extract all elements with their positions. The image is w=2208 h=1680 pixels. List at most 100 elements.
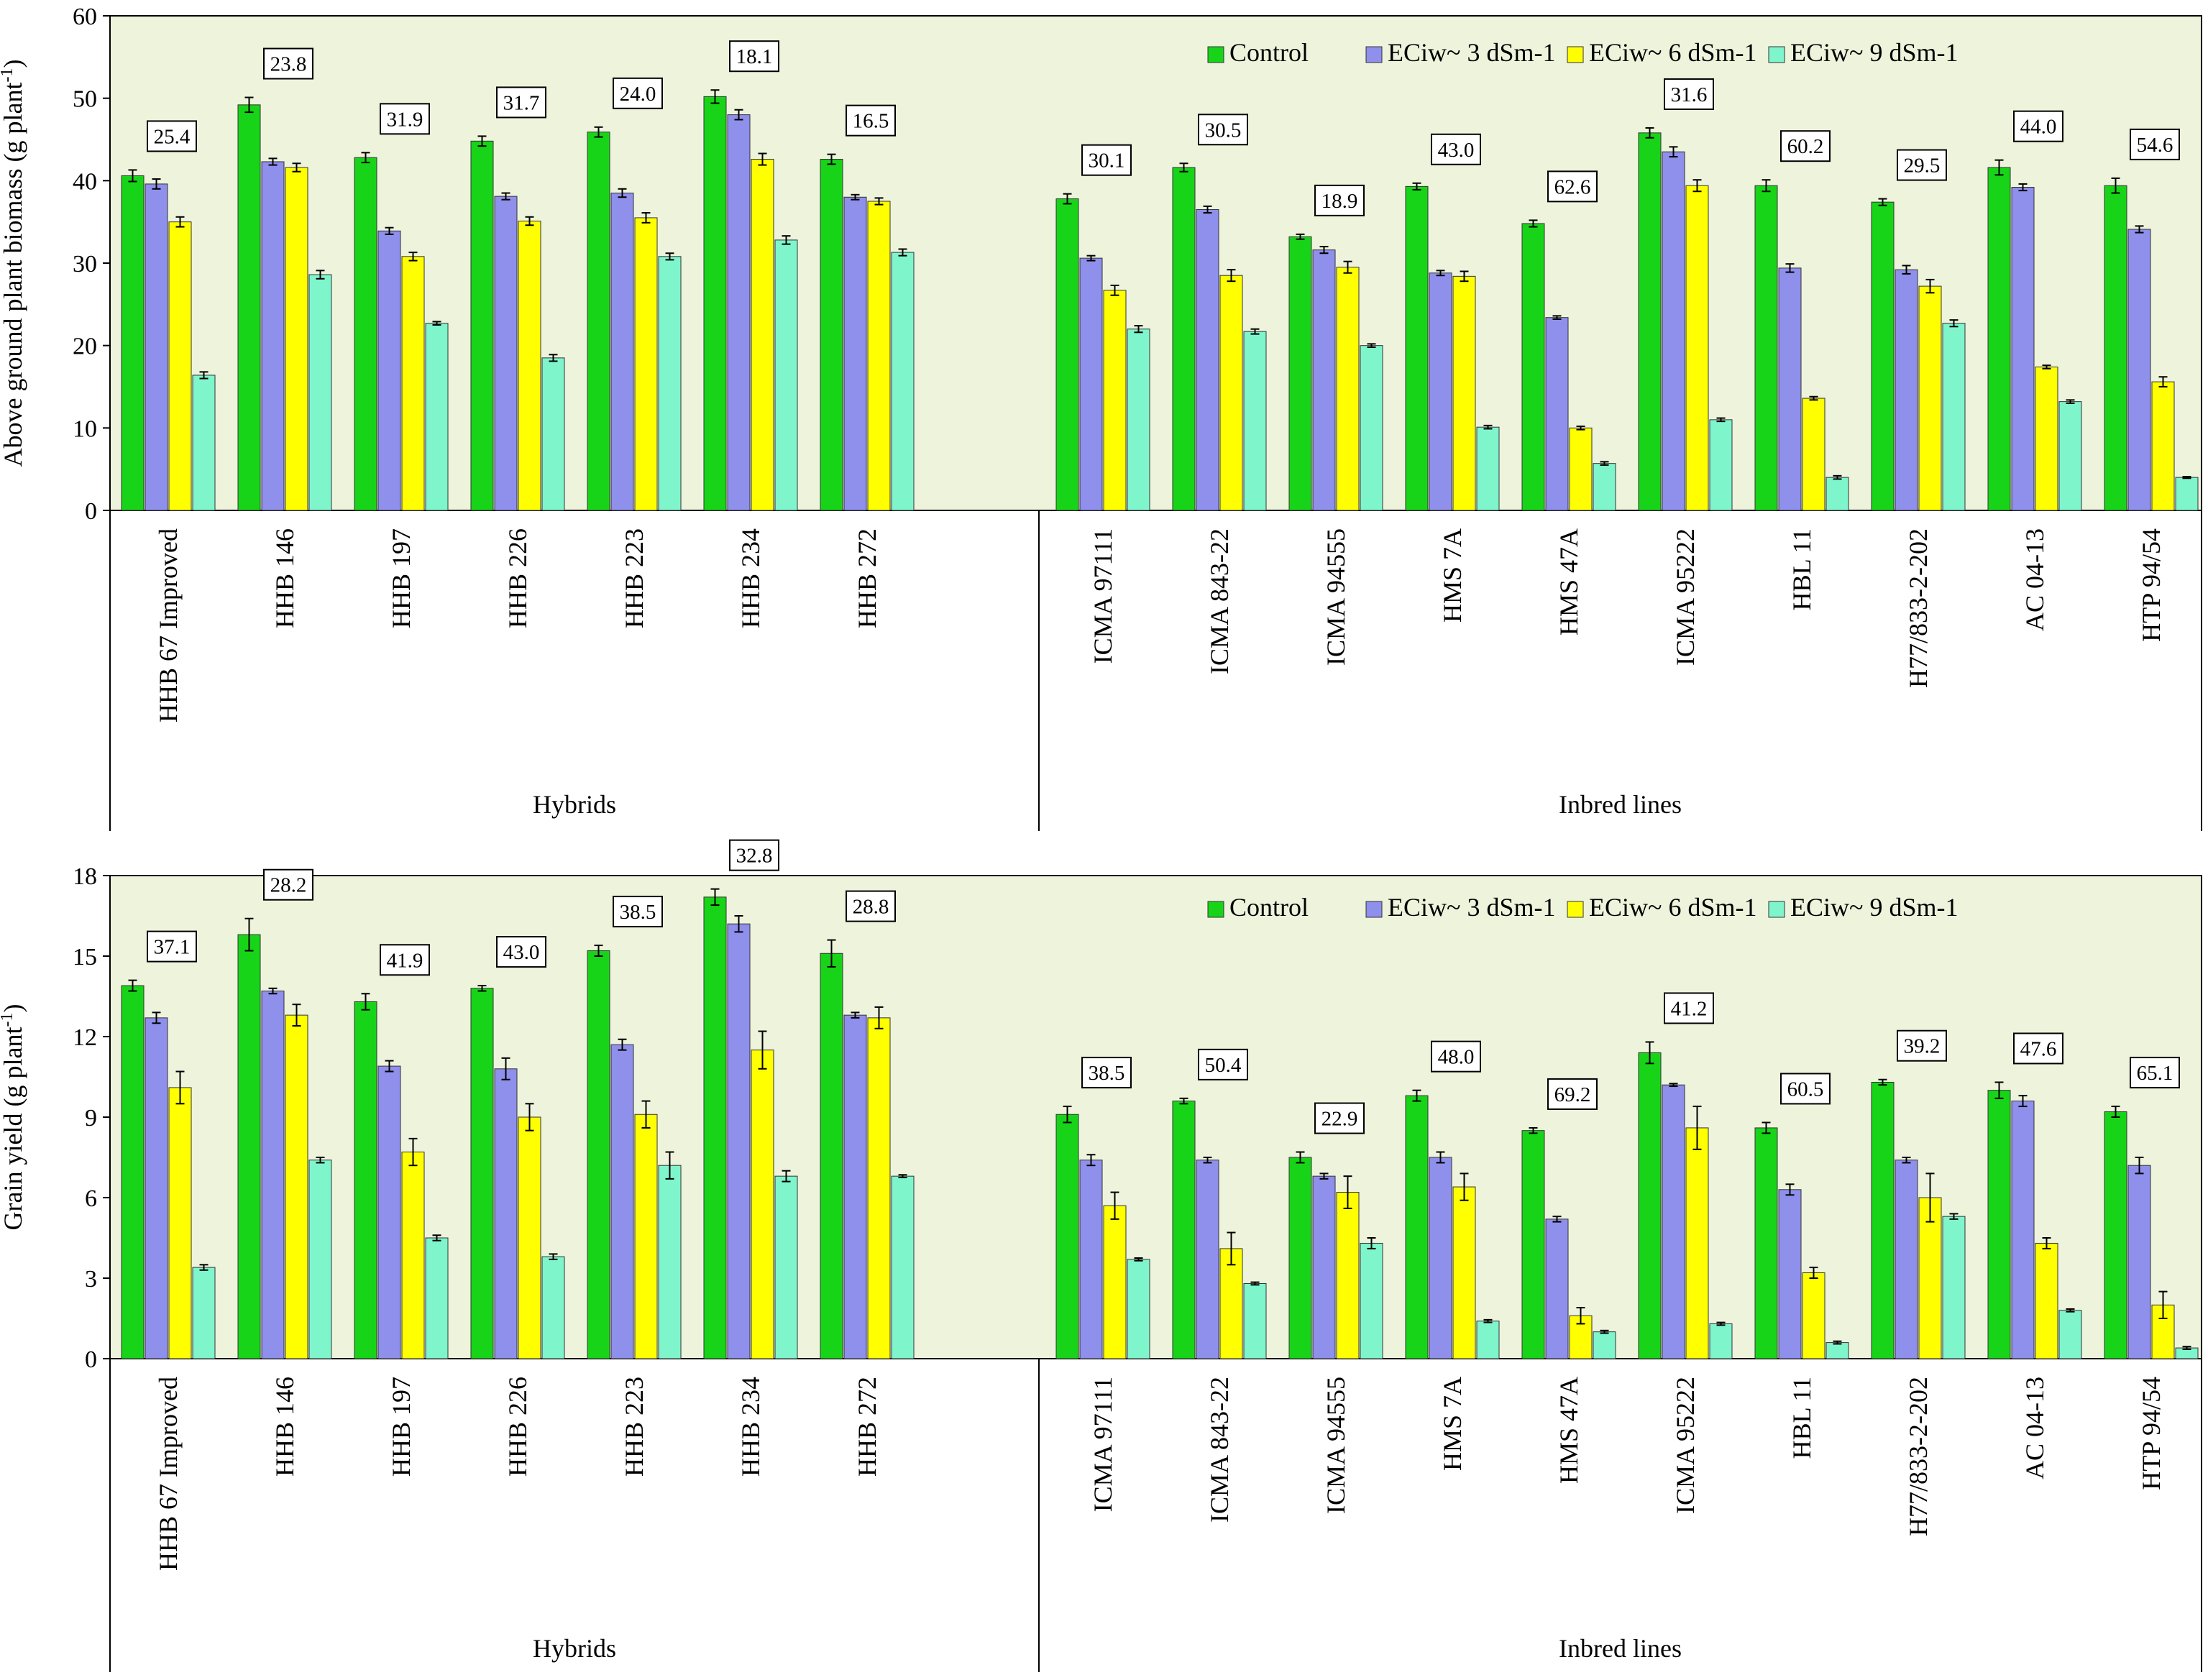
bar bbox=[634, 217, 658, 511]
bar bbox=[891, 252, 915, 511]
bar bbox=[2058, 401, 2082, 511]
y-axis-label-close: ) bbox=[0, 1004, 27, 1013]
bar bbox=[1802, 1272, 1826, 1359]
annotation-box bbox=[1198, 1048, 1248, 1080]
annotation-box bbox=[147, 930, 197, 963]
bar bbox=[1662, 1084, 1685, 1359]
bar bbox=[1871, 201, 1895, 511]
annotation-label: 30.5 bbox=[1205, 119, 1242, 142]
annotation-label: 29.5 bbox=[1904, 155, 1941, 178]
annotation-box bbox=[1314, 184, 1365, 216]
legend-label: Control bbox=[1229, 38, 1309, 67]
bar bbox=[2035, 1242, 2058, 1359]
legend-label: ECiw~ 3 dSm-1 bbox=[1388, 38, 1556, 67]
bar bbox=[1778, 267, 1802, 511]
y-axis-label-close: ) bbox=[0, 60, 27, 68]
bar bbox=[237, 934, 261, 1359]
bar bbox=[168, 1087, 192, 1359]
bar bbox=[820, 159, 843, 511]
category-label: HMS 7A bbox=[1438, 528, 1467, 623]
bar bbox=[1452, 275, 1476, 511]
bar bbox=[843, 196, 867, 511]
bar bbox=[2011, 187, 2035, 511]
bar bbox=[1754, 185, 1778, 511]
bar bbox=[727, 923, 751, 1359]
category-label: AC 04-13 bbox=[2020, 1377, 2049, 1479]
bar bbox=[377, 230, 401, 511]
category-label: H77/833-2-202 bbox=[1904, 1377, 1933, 1536]
y-tick-label: 0 bbox=[85, 498, 97, 525]
annotation-label: 28.2 bbox=[270, 874, 307, 897]
bar bbox=[168, 221, 192, 511]
bar bbox=[1778, 1189, 1802, 1359]
category-label: HHB 234 bbox=[736, 528, 765, 628]
biomass-chart: 0 10 20 30 40 50 60 Above ground plant biomass … bbox=[0, 4, 2202, 831]
annotation-label: 48.0 bbox=[1438, 1046, 1475, 1069]
annotation-box bbox=[496, 86, 546, 119]
annotation-label: 60.5 bbox=[1787, 1078, 1824, 1101]
bar bbox=[192, 1267, 216, 1359]
category-label: ICMA 95222 bbox=[1671, 528, 1700, 666]
legend-swatch bbox=[1768, 46, 1785, 63]
annotation-label: 25.4 bbox=[154, 125, 191, 148]
bar bbox=[1754, 1127, 1778, 1359]
annotation-label: 22.9 bbox=[1321, 1108, 1358, 1131]
annotation-label: 62.6 bbox=[1554, 175, 1591, 198]
bar bbox=[1360, 1242, 1383, 1359]
bar bbox=[237, 104, 261, 511]
bar bbox=[401, 1152, 425, 1359]
bar bbox=[1593, 1331, 1616, 1359]
bar bbox=[2104, 1111, 2127, 1359]
bar bbox=[751, 1050, 774, 1359]
category-label: HBL 11 bbox=[1787, 1377, 1816, 1459]
bar bbox=[1288, 1157, 1312, 1359]
bar bbox=[1452, 1186, 1476, 1359]
bar bbox=[2151, 381, 2175, 511]
annotation-box bbox=[2013, 1032, 2063, 1065]
bar bbox=[703, 96, 727, 511]
annotation-label: 31.9 bbox=[387, 108, 423, 131]
annotation-box bbox=[147, 120, 197, 152]
legend-label: ECiw~ 9 dSm-1 bbox=[1790, 38, 1959, 67]
bar bbox=[1638, 132, 1662, 511]
category-label: HHB 67 Improved bbox=[154, 1377, 183, 1571]
bar bbox=[425, 323, 449, 511]
group-label-hybrids: Hybrids bbox=[533, 790, 616, 819]
bar bbox=[1336, 267, 1360, 511]
annotation-label: 16.5 bbox=[853, 110, 889, 133]
bar bbox=[1942, 1216, 1966, 1359]
annotation-box bbox=[1431, 133, 1481, 165]
bar bbox=[1288, 236, 1312, 511]
legend-swatch bbox=[1567, 46, 1584, 63]
bar bbox=[610, 1044, 634, 1359]
category-label: ICMA 97111 bbox=[1089, 528, 1117, 664]
bar bbox=[2175, 477, 2199, 511]
annotation-label: 31.7 bbox=[503, 91, 540, 114]
y-axis-label-main: Above ground plant biomass (g plant bbox=[0, 83, 27, 467]
annotation-box bbox=[729, 40, 779, 73]
annotation-label: 37.1 bbox=[154, 936, 191, 959]
annotation-box bbox=[1198, 114, 1248, 146]
annotation-label: 31.6 bbox=[1671, 83, 1708, 106]
category-label: HHB 197 bbox=[387, 1377, 416, 1477]
bar bbox=[1312, 1175, 1336, 1359]
bar bbox=[261, 161, 285, 511]
legend-swatch bbox=[1207, 901, 1224, 918]
y-tick-label: 18 bbox=[73, 863, 97, 890]
bar bbox=[1127, 1259, 1150, 1359]
y-tick-label: 40 bbox=[73, 168, 97, 195]
category-label: ICMA 843-22 bbox=[1205, 528, 1234, 674]
category-label: H77/833-2-202 bbox=[1904, 528, 1933, 688]
y-tick-label: 0 bbox=[85, 1346, 97, 1373]
annotation-box bbox=[613, 896, 663, 928]
y-axis-label-unit: -1 bbox=[0, 1013, 17, 1027]
bar bbox=[470, 988, 494, 1359]
bar bbox=[1429, 272, 1452, 511]
category-label: ICMA 843-22 bbox=[1205, 1377, 1234, 1523]
category-label: HMS 7A bbox=[1438, 1377, 1467, 1471]
category-label: AC 04-13 bbox=[2020, 528, 2049, 631]
annotation-label: 44.0 bbox=[2020, 116, 2057, 139]
annotation-box bbox=[263, 47, 313, 80]
bar bbox=[1360, 345, 1383, 511]
annotation-box bbox=[496, 936, 546, 968]
